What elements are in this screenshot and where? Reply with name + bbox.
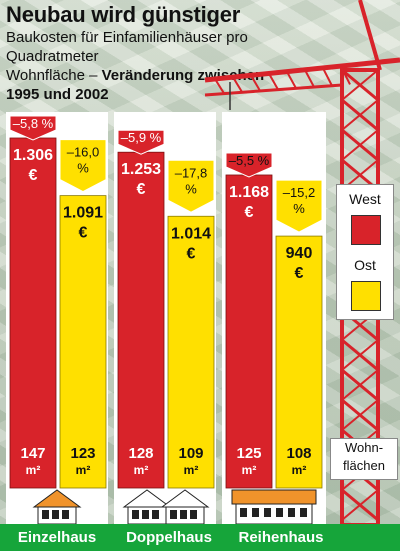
bar-west-1 xyxy=(117,151,165,489)
west-currency-2: € xyxy=(245,204,254,221)
west-currency-1: € xyxy=(137,181,146,198)
west-value-2: 1.168 xyxy=(229,184,269,201)
west-change-arrow-2 xyxy=(225,152,273,178)
west-change-label-1: –5,9 % xyxy=(121,130,162,145)
ost-area-1: 109 xyxy=(178,445,203,462)
west-value-0: 1.306 xyxy=(13,147,53,164)
west-area-unit-2: m² xyxy=(242,463,257,477)
ost-area-0: 123 xyxy=(70,445,95,462)
bar-west-0 xyxy=(9,137,57,489)
category-strip xyxy=(0,524,400,551)
area-legend-line-2: flächen xyxy=(343,458,385,473)
chart-title: Neubau wird günstiger xyxy=(6,2,241,27)
ost-change-arrow-2 xyxy=(275,179,323,233)
house-icon-einzelhaus xyxy=(32,489,82,525)
subtitle-line-2a: Wohnfläche – xyxy=(6,67,102,84)
category-label-einzelhaus: Einzelhaus xyxy=(17,529,97,546)
west-area-unit-0: m² xyxy=(26,463,41,477)
west-area-0: 147 xyxy=(20,445,45,462)
ost-area-unit-1: m² xyxy=(184,463,199,477)
ost-change-arrow-0 xyxy=(59,139,107,193)
ost-change-value-2: –15,2 xyxy=(283,185,316,200)
ost-area-unit-0: m² xyxy=(76,463,91,477)
category-label-doppelhaus: Doppelhaus xyxy=(126,529,212,546)
west-currency-0: € xyxy=(29,167,38,184)
ost-currency-0: € xyxy=(79,225,88,242)
area-legend: Wohn- flächen xyxy=(330,438,398,480)
ost-currency-1: € xyxy=(187,245,196,262)
subtitle-line-3: 1995 und 2002 xyxy=(6,86,109,103)
category-label-reihenhaus: Reihenhaus xyxy=(238,529,324,546)
legend-west-swatch xyxy=(351,215,381,245)
west-change-arrow-0 xyxy=(9,115,57,141)
ost-change-value-1: –17,8 xyxy=(175,165,208,180)
house-icon-doppelhaus-right xyxy=(160,489,210,525)
ost-change-unit-2: % xyxy=(293,201,305,216)
ost-value-2: 940 xyxy=(286,245,313,262)
bar-west-2 xyxy=(225,174,273,489)
house-icon-reihenhaus xyxy=(231,489,317,525)
ost-area-2: 108 xyxy=(286,445,311,462)
legend: West Ost xyxy=(336,184,394,320)
legend-ost-swatch xyxy=(351,281,381,311)
ost-currency-2: € xyxy=(295,265,304,282)
west-change-label-2: –5,5 % xyxy=(229,153,270,168)
west-area-unit-1: m² xyxy=(134,463,149,477)
ost-change-unit-1: % xyxy=(185,181,197,196)
ost-change-unit-0: % xyxy=(77,161,89,176)
ost-value-0: 1.091 xyxy=(63,205,103,222)
area-legend-line-1: Wohn- xyxy=(344,440,384,455)
west-change-label-0: –5,8 % xyxy=(13,116,54,131)
legend-ost-label: Ost xyxy=(354,257,376,273)
west-area-1: 128 xyxy=(128,445,153,462)
west-area-2: 125 xyxy=(236,445,261,462)
ost-change-arrow-1 xyxy=(167,159,215,213)
bar-ost-2 xyxy=(275,235,323,489)
ost-change-value-0: –16,0 xyxy=(67,145,100,160)
ost-value-1: 1.014 xyxy=(171,225,211,242)
bar-ost-0 xyxy=(59,195,107,489)
ost-area-unit-2: m² xyxy=(292,463,307,477)
west-value-1: 1.253 xyxy=(121,161,161,178)
west-change-arrow-1 xyxy=(117,129,165,155)
subtitle-line-1: Baukosten für Einfamilienhäuser pro Quad… xyxy=(6,29,248,65)
legend-west-label: West xyxy=(349,191,381,207)
bar-ost-1 xyxy=(167,215,215,489)
